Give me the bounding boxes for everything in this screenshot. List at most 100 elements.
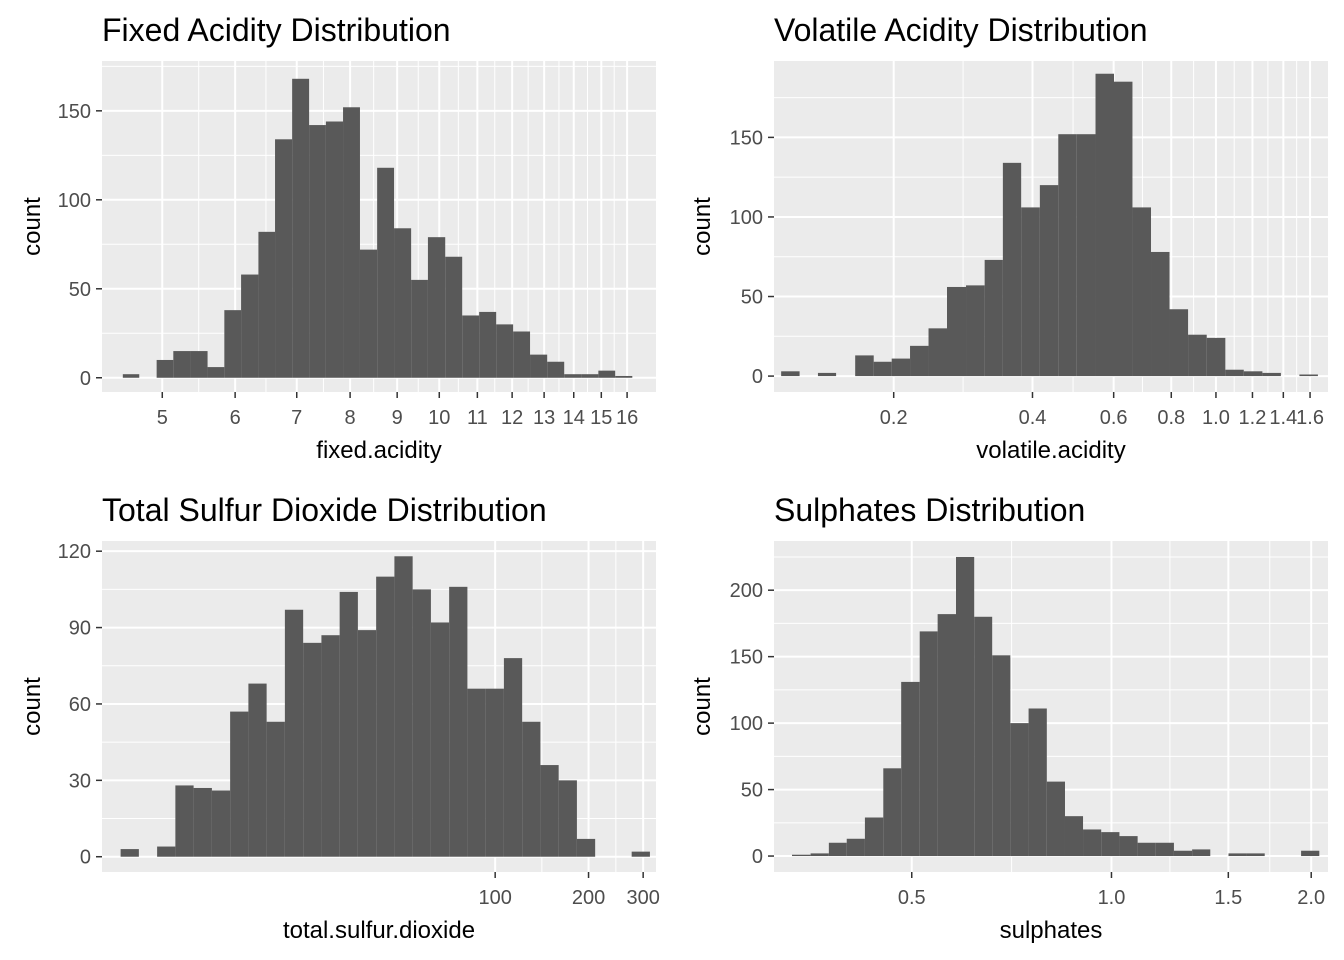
histogram-bar: [1228, 853, 1247, 857]
histogram-bar: [292, 78, 310, 378]
histogram-bar: [1076, 134, 1096, 377]
histogram-bar: [190, 351, 208, 378]
y-tick-label: 50: [741, 780, 763, 802]
x-tick-label: 0.4: [1019, 407, 1047, 429]
histogram-bar: [1151, 251, 1170, 377]
histogram-bar: [224, 310, 242, 378]
y-tick-label: 30: [69, 770, 91, 792]
x-tick-label: 10: [428, 407, 450, 429]
chart-panel-4: 0 50 100 150 200 0.5 1.0 1.5 2.0 Sulphates Distri…: [689, 492, 1328, 944]
histogram-bar: [928, 328, 948, 377]
histogram-bar: [157, 846, 176, 857]
histogram-bar: [891, 358, 911, 377]
x-tick-label: 1.0: [1202, 407, 1230, 429]
y-tick-label: 0: [80, 368, 91, 390]
histogram-bar: [479, 311, 497, 378]
histogram-bar: [558, 780, 577, 857]
histogram-bar: [394, 556, 413, 857]
y-tick-label: 50: [69, 279, 91, 301]
histogram-bar: [1046, 781, 1065, 857]
y-tick-label: 100: [730, 713, 763, 735]
histogram-bar: [496, 324, 514, 378]
histogram-bar: [120, 849, 139, 857]
histogram-bar: [343, 107, 360, 378]
x-axis-title: sulphates: [1000, 917, 1103, 944]
x-tick-label: 1.4: [1269, 407, 1297, 429]
y-tick-label: 90: [69, 618, 91, 640]
histogram-bar: [937, 614, 957, 857]
histogram-bar: [1119, 836, 1138, 857]
histogram-bar: [394, 228, 412, 378]
histogram-bar: [1243, 371, 1263, 377]
histogram-bar: [513, 331, 531, 378]
histogram-bar: [598, 370, 616, 378]
histogram-bar: [792, 854, 811, 857]
y-tick-label: 150: [730, 647, 763, 669]
histogram-bar: [503, 658, 523, 857]
histogram-bar: [1002, 162, 1022, 377]
y-axis-title: count: [19, 197, 46, 256]
histogram-bar: [956, 556, 975, 857]
histogram-bar: [266, 721, 285, 857]
histogram-bar: [817, 372, 837, 377]
x-tick-label: 1.0: [1098, 887, 1126, 909]
histogram-bar: [1095, 73, 1115, 377]
histogram-bar: [427, 237, 446, 378]
histogram-bar: [303, 642, 322, 857]
chart-panel-2: 0 50 100 150 0.2 0.4 0.6 0.8 1.0 1.2 1.41.6 Volatil…: [689, 12, 1328, 464]
histogram-bar: [258, 231, 276, 378]
histogram-bar: [810, 853, 829, 857]
histogram-bar: [828, 842, 847, 857]
histogram-bar: [864, 817, 884, 857]
histogram-bar: [445, 256, 463, 378]
histogram-bar: [449, 586, 468, 857]
histogram-bar: [1028, 708, 1047, 857]
y-tick-label: 100: [58, 190, 91, 212]
histogram-bar: [248, 683, 267, 857]
y-tick-label: 60: [69, 694, 91, 716]
histogram-bar: [1155, 842, 1174, 857]
histogram-bar: [284, 609, 304, 857]
histogram-bar: [122, 374, 140, 378]
histogram-bar: [901, 681, 920, 857]
x-tick-label: 7: [291, 407, 302, 429]
histogram-bar: [576, 838, 596, 857]
y-axis-title: count: [689, 677, 716, 736]
y-tick-label: 150: [730, 127, 763, 149]
histogram-bar: [485, 688, 504, 857]
histogram-bar: [1039, 185, 1059, 377]
chart-title: Fixed Acidity Distribution: [102, 12, 451, 48]
histogram-bar: [947, 286, 967, 377]
histogram-bar: [376, 576, 395, 857]
histogram-bar: [321, 635, 340, 857]
histogram-bar: [211, 790, 231, 857]
x-tick-label: 16: [616, 407, 638, 429]
x-tick-label: 12: [501, 407, 523, 429]
histogram-bar: [883, 768, 902, 857]
histogram-bar: [1262, 372, 1281, 377]
histogram-bar: [1137, 842, 1156, 857]
y-tick-label: 120: [58, 541, 91, 563]
histogram-bar: [1206, 337, 1226, 377]
histogram-bar: [411, 279, 428, 378]
x-tick-label: 100: [478, 887, 511, 909]
y-tick-label: 0: [80, 847, 91, 869]
histogram-bar: [581, 374, 599, 378]
x-axis-title: fixed.acidity: [316, 437, 441, 464]
y-tick-label: 200: [730, 580, 763, 602]
x-axis-title: total.sulfur.dioxide: [283, 917, 475, 944]
histogram-bar: [992, 655, 1011, 857]
histogram-bar: [855, 355, 874, 377]
histogram-bar: [1299, 374, 1318, 377]
histogram-bar: [230, 711, 249, 857]
y-tick-label: 50: [741, 287, 763, 309]
histogram-bar: [1083, 829, 1102, 857]
histogram-bar: [175, 785, 194, 857]
x-tick-label: 13: [533, 407, 555, 429]
y-tick-label: 100: [730, 207, 763, 229]
histogram-bar: [156, 359, 174, 378]
x-tick-label: 1.5: [1214, 887, 1242, 909]
histogram-bar: [173, 351, 191, 378]
x-tick-label: 0.8: [1157, 407, 1185, 429]
